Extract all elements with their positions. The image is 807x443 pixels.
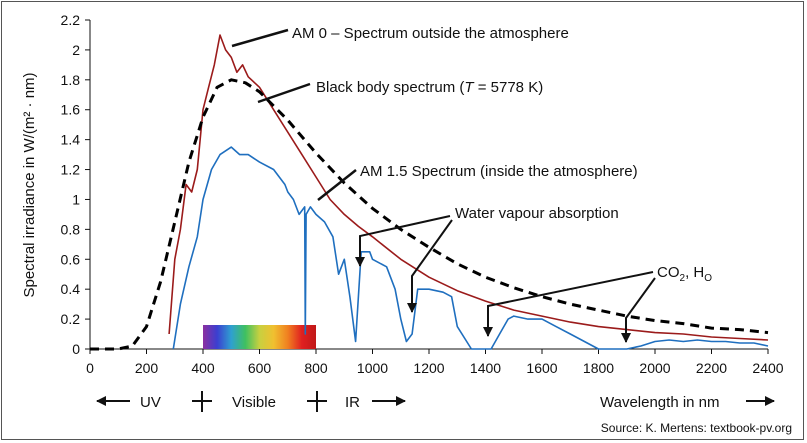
y-tick-label: 2	[72, 42, 80, 58]
x-tick-label: 1200	[413, 360, 444, 376]
annotation-am15: AM 1.5 Spectrum (inside the atmosphere)	[360, 163, 638, 180]
visible-spectrum-band	[203, 325, 316, 349]
water-arrow-1	[355, 215, 451, 267]
x-tick-label: 1400	[470, 360, 501, 376]
x-tick-label: 1800	[583, 360, 614, 376]
x-tick-label: 1000	[357, 360, 388, 376]
y-tick-label: 1.2	[61, 162, 81, 178]
ir-label: IR	[345, 394, 360, 411]
y-tick-label: 1.4	[61, 132, 81, 148]
tick-labels-group: 0 0.2 0.4 0.6 0.8 1 1.2 1.4 1.6 1.8 2 2.2 0 200 400 600…	[61, 12, 784, 376]
x-tick-label: 2400	[752, 360, 783, 376]
visible-ir-cross	[307, 391, 327, 412]
annotation-am0-pointer	[231, 28, 289, 48]
bb-prefix: Black body spectrum (	[316, 79, 464, 96]
water-arrow-2	[407, 219, 453, 313]
annotation-black-body: Black body spectrum (T = 5778 K)	[316, 79, 543, 96]
x-tick-label: 800	[304, 360, 328, 376]
x-tick-label: 200	[135, 360, 159, 376]
x-tick-label: 600	[248, 360, 272, 376]
am15-series-line	[172, 146, 769, 350]
co2-arrow-2	[621, 277, 656, 343]
y-tick-label: 1.6	[61, 102, 81, 118]
x-tick-label: 1600	[526, 360, 557, 376]
x-tick-label: 2200	[696, 360, 727, 376]
y-tick-label: 0.6	[61, 251, 81, 267]
co2-part2: , H	[685, 264, 704, 281]
y-axis-title: Spectral irradiance in W/(m² · nm)	[21, 72, 38, 297]
co2-part1: CO	[657, 264, 680, 281]
co2-arrow-1	[483, 271, 654, 337]
y-tick-label: 0.2	[61, 311, 81, 327]
y-tick-label: 2.2	[61, 12, 81, 28]
co2-sub2: O	[704, 273, 712, 284]
source-credit: Source: K. Mertens: textbook-pv.org	[601, 421, 792, 435]
black-body-series-line	[90, 78, 769, 351]
annotation-am0: AM 0 – Spectrum outside the atmosphere	[292, 25, 569, 42]
x-tick-label: 2000	[639, 360, 670, 376]
annotation-water-vapour: Water vapour absorption	[455, 205, 619, 222]
y-tick-label: 0.4	[61, 281, 81, 297]
y-tick-label: 1	[72, 191, 80, 207]
co2-sub1: 2	[680, 273, 686, 284]
x-axis-title: Wavelength in nm	[600, 394, 720, 411]
uv-label: UV	[140, 394, 161, 411]
bb-italic: T	[464, 79, 475, 96]
visible-band-group	[203, 325, 316, 349]
y-tick-label: 0	[72, 341, 80, 357]
annotation-black-body-pointer	[257, 82, 311, 104]
y-tick-label: 1.8	[61, 72, 81, 88]
uv-visible-cross	[192, 391, 212, 412]
x-tick-label: 400	[191, 360, 215, 376]
y-tick-label: 0.8	[61, 221, 81, 237]
bb-suffix: = 5778 K)	[474, 79, 544, 96]
annotation-am15-pointer	[317, 169, 357, 201]
visible-label: Visible	[232, 394, 276, 411]
series-group	[90, 34, 769, 351]
am0-series-line	[168, 34, 769, 341]
annotation-co2-h2o: CO2, HO	[657, 264, 712, 284]
x-tick-label: 0	[86, 360, 94, 376]
